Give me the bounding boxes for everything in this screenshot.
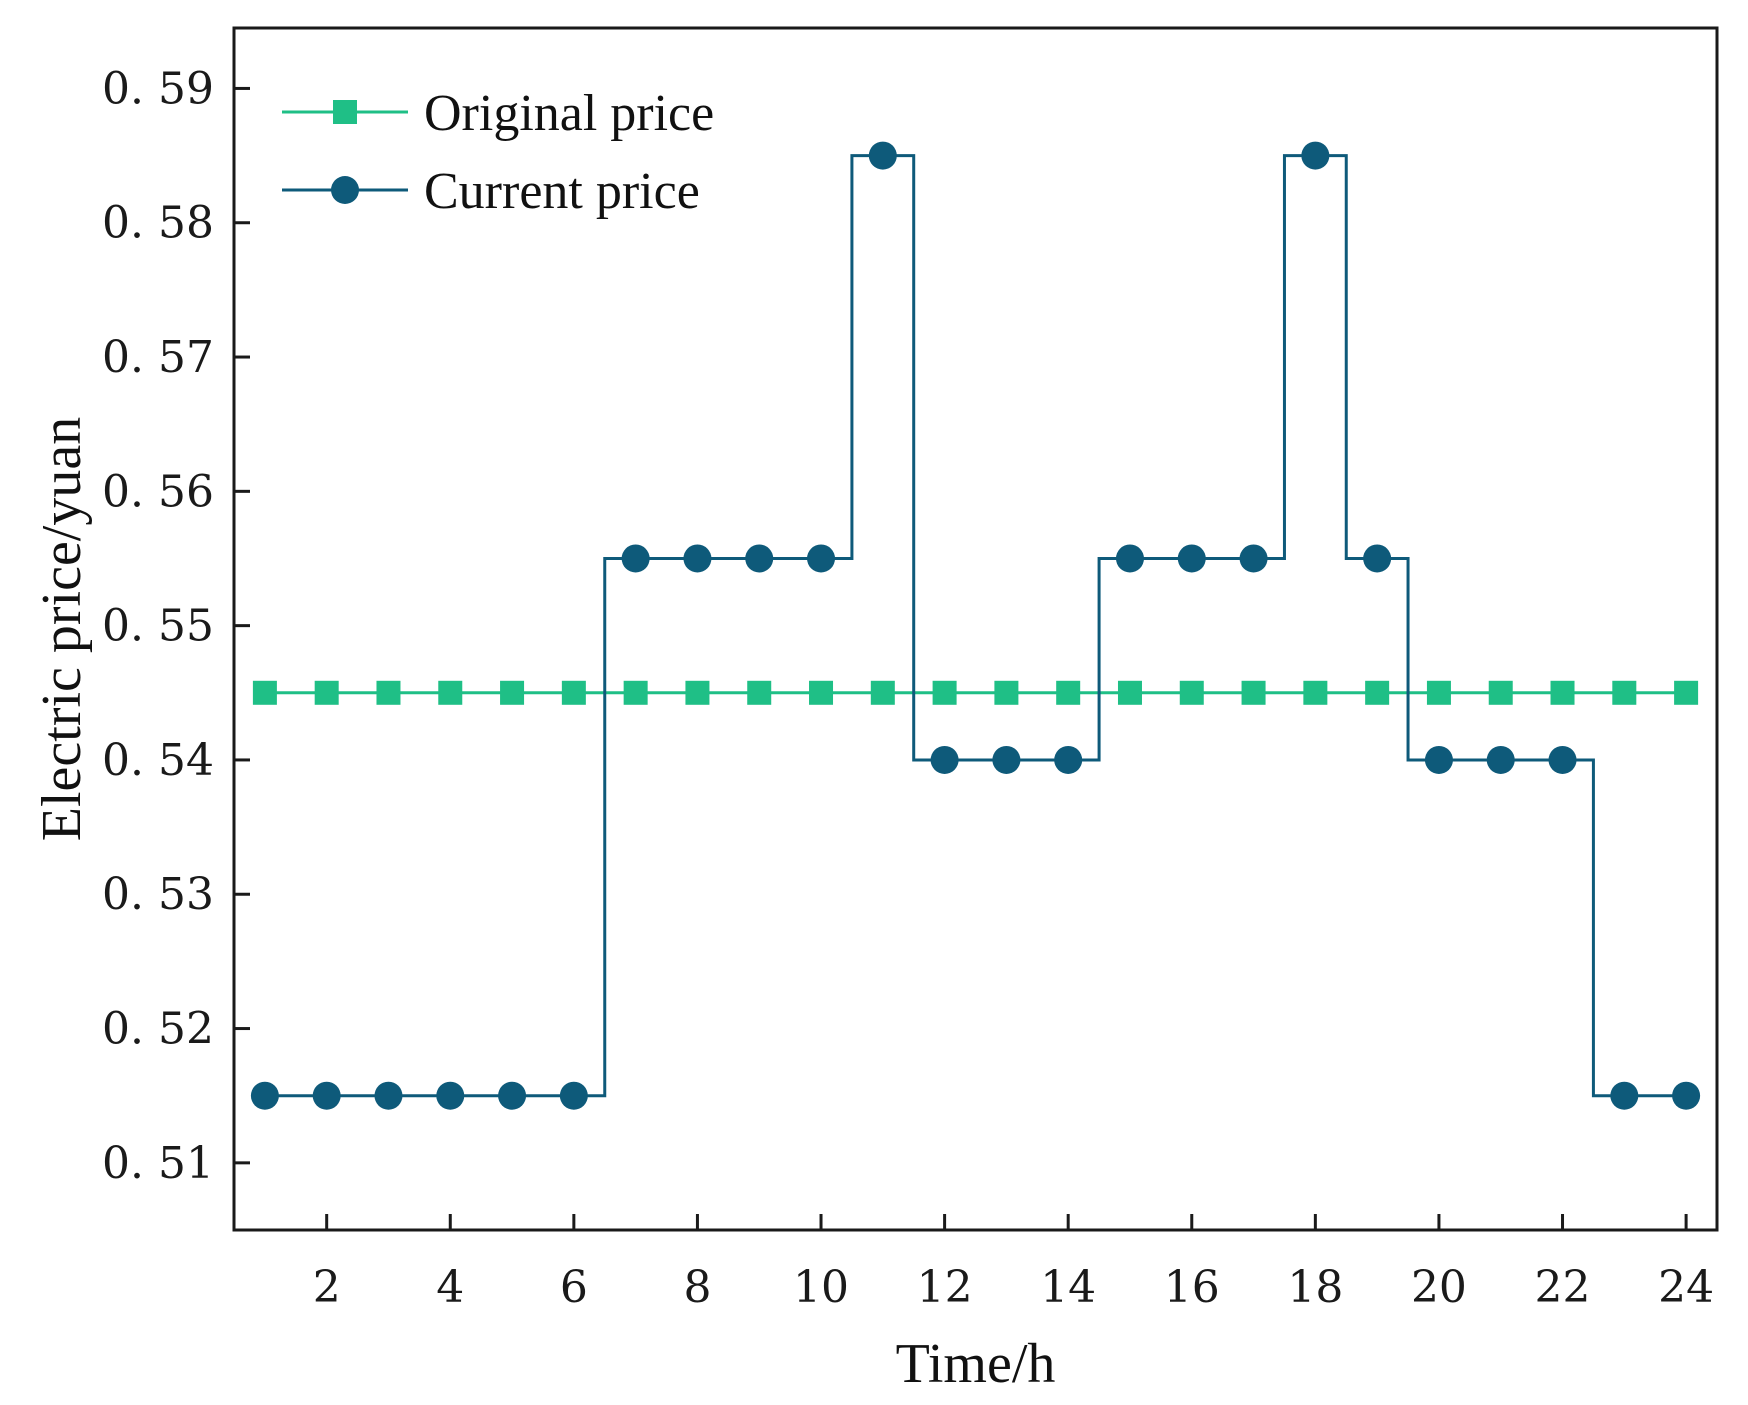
x-tick-label: 20 bbox=[1411, 1262, 1467, 1313]
data-point bbox=[1177, 544, 1206, 573]
legend-marker bbox=[333, 100, 357, 124]
data-point bbox=[374, 1081, 403, 1110]
data-point bbox=[1365, 680, 1390, 705]
y-tick-label: 0. 51 bbox=[102, 1138, 214, 1189]
y-tick-label: 0. 54 bbox=[102, 735, 214, 786]
x-tick-label: 12 bbox=[917, 1262, 973, 1313]
y-tick-label: 0. 58 bbox=[102, 198, 214, 249]
data-point bbox=[621, 544, 650, 573]
data-point bbox=[1610, 1081, 1639, 1110]
legend-label: Current price bbox=[424, 163, 700, 220]
data-point bbox=[1303, 680, 1328, 705]
data-point bbox=[745, 544, 774, 573]
plot-frame bbox=[232, 26, 1719, 1232]
data-point bbox=[994, 680, 1019, 705]
data-point bbox=[1056, 680, 1081, 705]
data-point bbox=[1301, 141, 1330, 170]
x-tick-label: 4 bbox=[436, 1262, 464, 1313]
legend-label: Original price bbox=[424, 85, 714, 142]
data-point bbox=[559, 1081, 588, 1110]
series-line-2 bbox=[264, 154, 1687, 1098]
data-point bbox=[1115, 544, 1144, 573]
data-point bbox=[1548, 745, 1577, 774]
x-axis-title: Time/h bbox=[896, 1333, 1056, 1395]
data-point bbox=[500, 680, 525, 705]
data-point bbox=[747, 680, 772, 705]
x-tick-label: 18 bbox=[1287, 1262, 1343, 1313]
y-tick-label: 0. 52 bbox=[102, 1004, 214, 1055]
y-tick-label: 0. 59 bbox=[102, 63, 214, 114]
legend: Original price Current price bbox=[282, 85, 714, 220]
data-point bbox=[438, 680, 463, 705]
data-point bbox=[561, 680, 586, 705]
x-tick-label: 6 bbox=[560, 1262, 588, 1313]
data-point bbox=[312, 1081, 341, 1110]
data-point bbox=[436, 1081, 465, 1110]
y-tick-label: 0. 53 bbox=[102, 869, 214, 920]
legend-marker bbox=[331, 176, 359, 204]
x-tick-label: 24 bbox=[1658, 1262, 1714, 1313]
data-point bbox=[1612, 680, 1637, 705]
data-point bbox=[992, 745, 1021, 774]
data-point bbox=[252, 680, 277, 705]
y-tick-label: 0. 55 bbox=[102, 601, 214, 652]
x-tick-label: 10 bbox=[793, 1262, 849, 1313]
data-point bbox=[932, 680, 957, 705]
data-point bbox=[1672, 1081, 1701, 1110]
y-tick-label: 0. 57 bbox=[102, 332, 214, 383]
x-tick-label: 8 bbox=[683, 1262, 711, 1313]
data-point bbox=[1488, 680, 1513, 705]
data-point bbox=[685, 680, 710, 705]
data-point bbox=[1117, 680, 1142, 705]
x-tick-label: 14 bbox=[1040, 1262, 1096, 1313]
data-point bbox=[1179, 680, 1204, 705]
data-point bbox=[376, 680, 401, 705]
data-point bbox=[314, 680, 339, 705]
data-point bbox=[683, 544, 712, 573]
data-point bbox=[870, 680, 895, 705]
data-point bbox=[807, 544, 836, 573]
x-tick-label: 2 bbox=[313, 1262, 341, 1313]
data-point bbox=[1363, 544, 1392, 573]
x-tick-label: 22 bbox=[1535, 1262, 1591, 1313]
data-point bbox=[809, 680, 834, 705]
data-point bbox=[1054, 745, 1083, 774]
series-layer bbox=[250, 141, 1701, 1110]
data-point bbox=[868, 141, 897, 170]
data-point bbox=[1239, 544, 1268, 573]
x-tick-label: 16 bbox=[1164, 1262, 1220, 1313]
data-point bbox=[1424, 745, 1453, 774]
data-point bbox=[1426, 680, 1451, 705]
data-point bbox=[1241, 680, 1266, 705]
data-point bbox=[1550, 680, 1575, 705]
y-tick-label: 0. 56 bbox=[102, 466, 214, 517]
data-point bbox=[498, 1081, 527, 1110]
data-point bbox=[930, 745, 959, 774]
data-point bbox=[250, 1081, 279, 1110]
data-point bbox=[1486, 745, 1515, 774]
axes-layer: 2 4 6 8 10 12 14 16 18 20 22 240. 510. 520. 530. 54… bbox=[102, 63, 1714, 1313]
data-point bbox=[623, 680, 648, 705]
y-axis-title: Electric price/yuan bbox=[31, 417, 93, 841]
data-point bbox=[1674, 680, 1699, 705]
